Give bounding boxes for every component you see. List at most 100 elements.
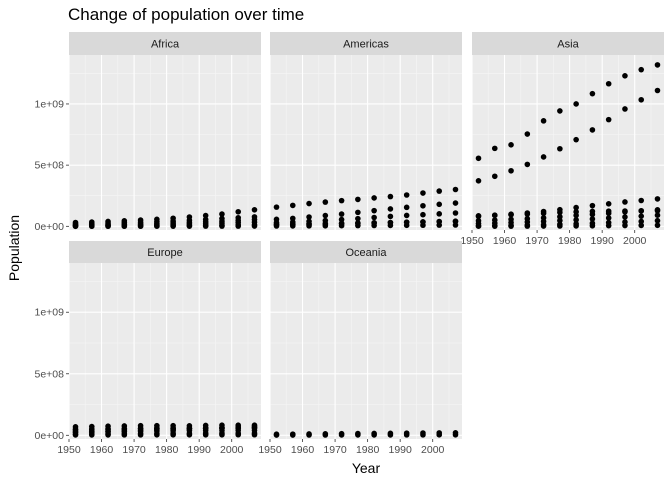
data-point xyxy=(289,202,296,209)
facet-strip xyxy=(472,32,664,55)
data-point xyxy=(557,209,563,216)
y-tick-label: 5e+08 xyxy=(35,368,65,380)
data-point xyxy=(654,207,661,213)
data-point xyxy=(306,223,312,229)
y-tick-label: 5e+08 xyxy=(35,160,65,172)
data-point xyxy=(638,222,645,229)
data-point xyxy=(235,208,242,215)
data-point xyxy=(105,432,111,438)
x-tick-label: 2000 xyxy=(623,235,647,247)
data-point xyxy=(622,214,628,220)
data-point xyxy=(202,212,209,219)
data-point xyxy=(420,202,426,209)
data-point xyxy=(154,216,160,223)
data-point xyxy=(403,204,410,211)
data-point xyxy=(508,223,514,229)
facet-panel-asia: Asia 1950 1960 1970 1980 1990 2000 xyxy=(460,32,664,247)
data-point xyxy=(322,212,329,219)
facet-strip-label: Americas xyxy=(343,39,389,51)
data-point xyxy=(573,101,579,107)
data-point xyxy=(371,207,377,214)
data-point xyxy=(170,223,176,229)
data-point xyxy=(322,222,329,229)
data-point xyxy=(403,212,410,219)
data-point xyxy=(202,431,209,438)
facet-strip-label: Oceania xyxy=(346,247,388,259)
data-point xyxy=(322,199,329,205)
data-point xyxy=(557,145,563,152)
data-point xyxy=(573,204,579,211)
data-point xyxy=(654,62,661,68)
data-point xyxy=(605,215,612,221)
data-point xyxy=(420,211,426,218)
data-point xyxy=(622,209,628,215)
data-point xyxy=(475,155,482,162)
facet-strip-label: Africa xyxy=(151,39,180,51)
data-point xyxy=(508,167,514,174)
data-point xyxy=(306,432,312,438)
data-point xyxy=(273,223,280,229)
x-tick-label: 1980 xyxy=(155,444,179,456)
data-point xyxy=(436,432,443,438)
data-point xyxy=(589,127,596,133)
y-tick-label: 1e+09 xyxy=(35,98,65,110)
data-point xyxy=(322,432,329,438)
data-point xyxy=(654,212,661,218)
x-tick-label: 1990 xyxy=(388,444,412,456)
data-point xyxy=(186,214,193,220)
data-point xyxy=(436,201,443,208)
data-point xyxy=(540,118,547,124)
data-point xyxy=(557,223,563,229)
data-point xyxy=(654,87,661,94)
data-point xyxy=(491,145,498,152)
x-tick-label: 1950 xyxy=(57,444,81,456)
data-point xyxy=(589,222,596,229)
data-point xyxy=(338,211,345,217)
data-point xyxy=(387,222,394,229)
data-point xyxy=(452,186,459,193)
data-point xyxy=(105,223,111,230)
x-tick-label: 1970 xyxy=(323,444,347,456)
data-point xyxy=(436,211,443,217)
data-point xyxy=(355,196,361,203)
chart-title: Change of population over time xyxy=(68,5,304,24)
data-point xyxy=(273,204,280,210)
data-point xyxy=(338,432,345,438)
y-tick-label: 1e+09 xyxy=(35,307,65,319)
data-point xyxy=(387,193,394,200)
data-point xyxy=(638,96,645,103)
facet-strip-label: Asia xyxy=(557,39,579,51)
x-tick-label: 2000 xyxy=(220,444,244,456)
data-point xyxy=(605,201,612,207)
facet-strip-label: Europe xyxy=(147,247,182,259)
data-point xyxy=(219,211,225,217)
data-point xyxy=(403,192,410,198)
data-point xyxy=(622,106,628,112)
data-point xyxy=(638,197,645,204)
x-tick-label: 1960 xyxy=(291,444,315,456)
data-point xyxy=(524,211,531,217)
data-point xyxy=(403,432,410,438)
data-point xyxy=(72,223,79,230)
data-point xyxy=(387,213,394,220)
data-point xyxy=(540,210,547,217)
data-point xyxy=(622,73,628,79)
data-point xyxy=(420,190,426,196)
data-point xyxy=(573,217,579,223)
x-tick-label: 1950 xyxy=(460,235,484,247)
data-point xyxy=(371,214,377,221)
facet-strip xyxy=(270,32,462,55)
data-point xyxy=(355,209,361,216)
data-point xyxy=(219,431,225,438)
data-point xyxy=(306,200,312,207)
data-point xyxy=(88,223,95,230)
data-point xyxy=(638,208,645,214)
data-point xyxy=(654,196,661,202)
data-point xyxy=(491,173,498,180)
x-tick-label: 1970 xyxy=(525,235,549,247)
data-point xyxy=(452,222,459,228)
data-point xyxy=(355,215,361,222)
facet-strip xyxy=(270,241,462,263)
facet-panel-oceania: Oceania 1950 1960 1970 1980 1990 2000 xyxy=(258,241,462,456)
data-point xyxy=(605,210,612,217)
